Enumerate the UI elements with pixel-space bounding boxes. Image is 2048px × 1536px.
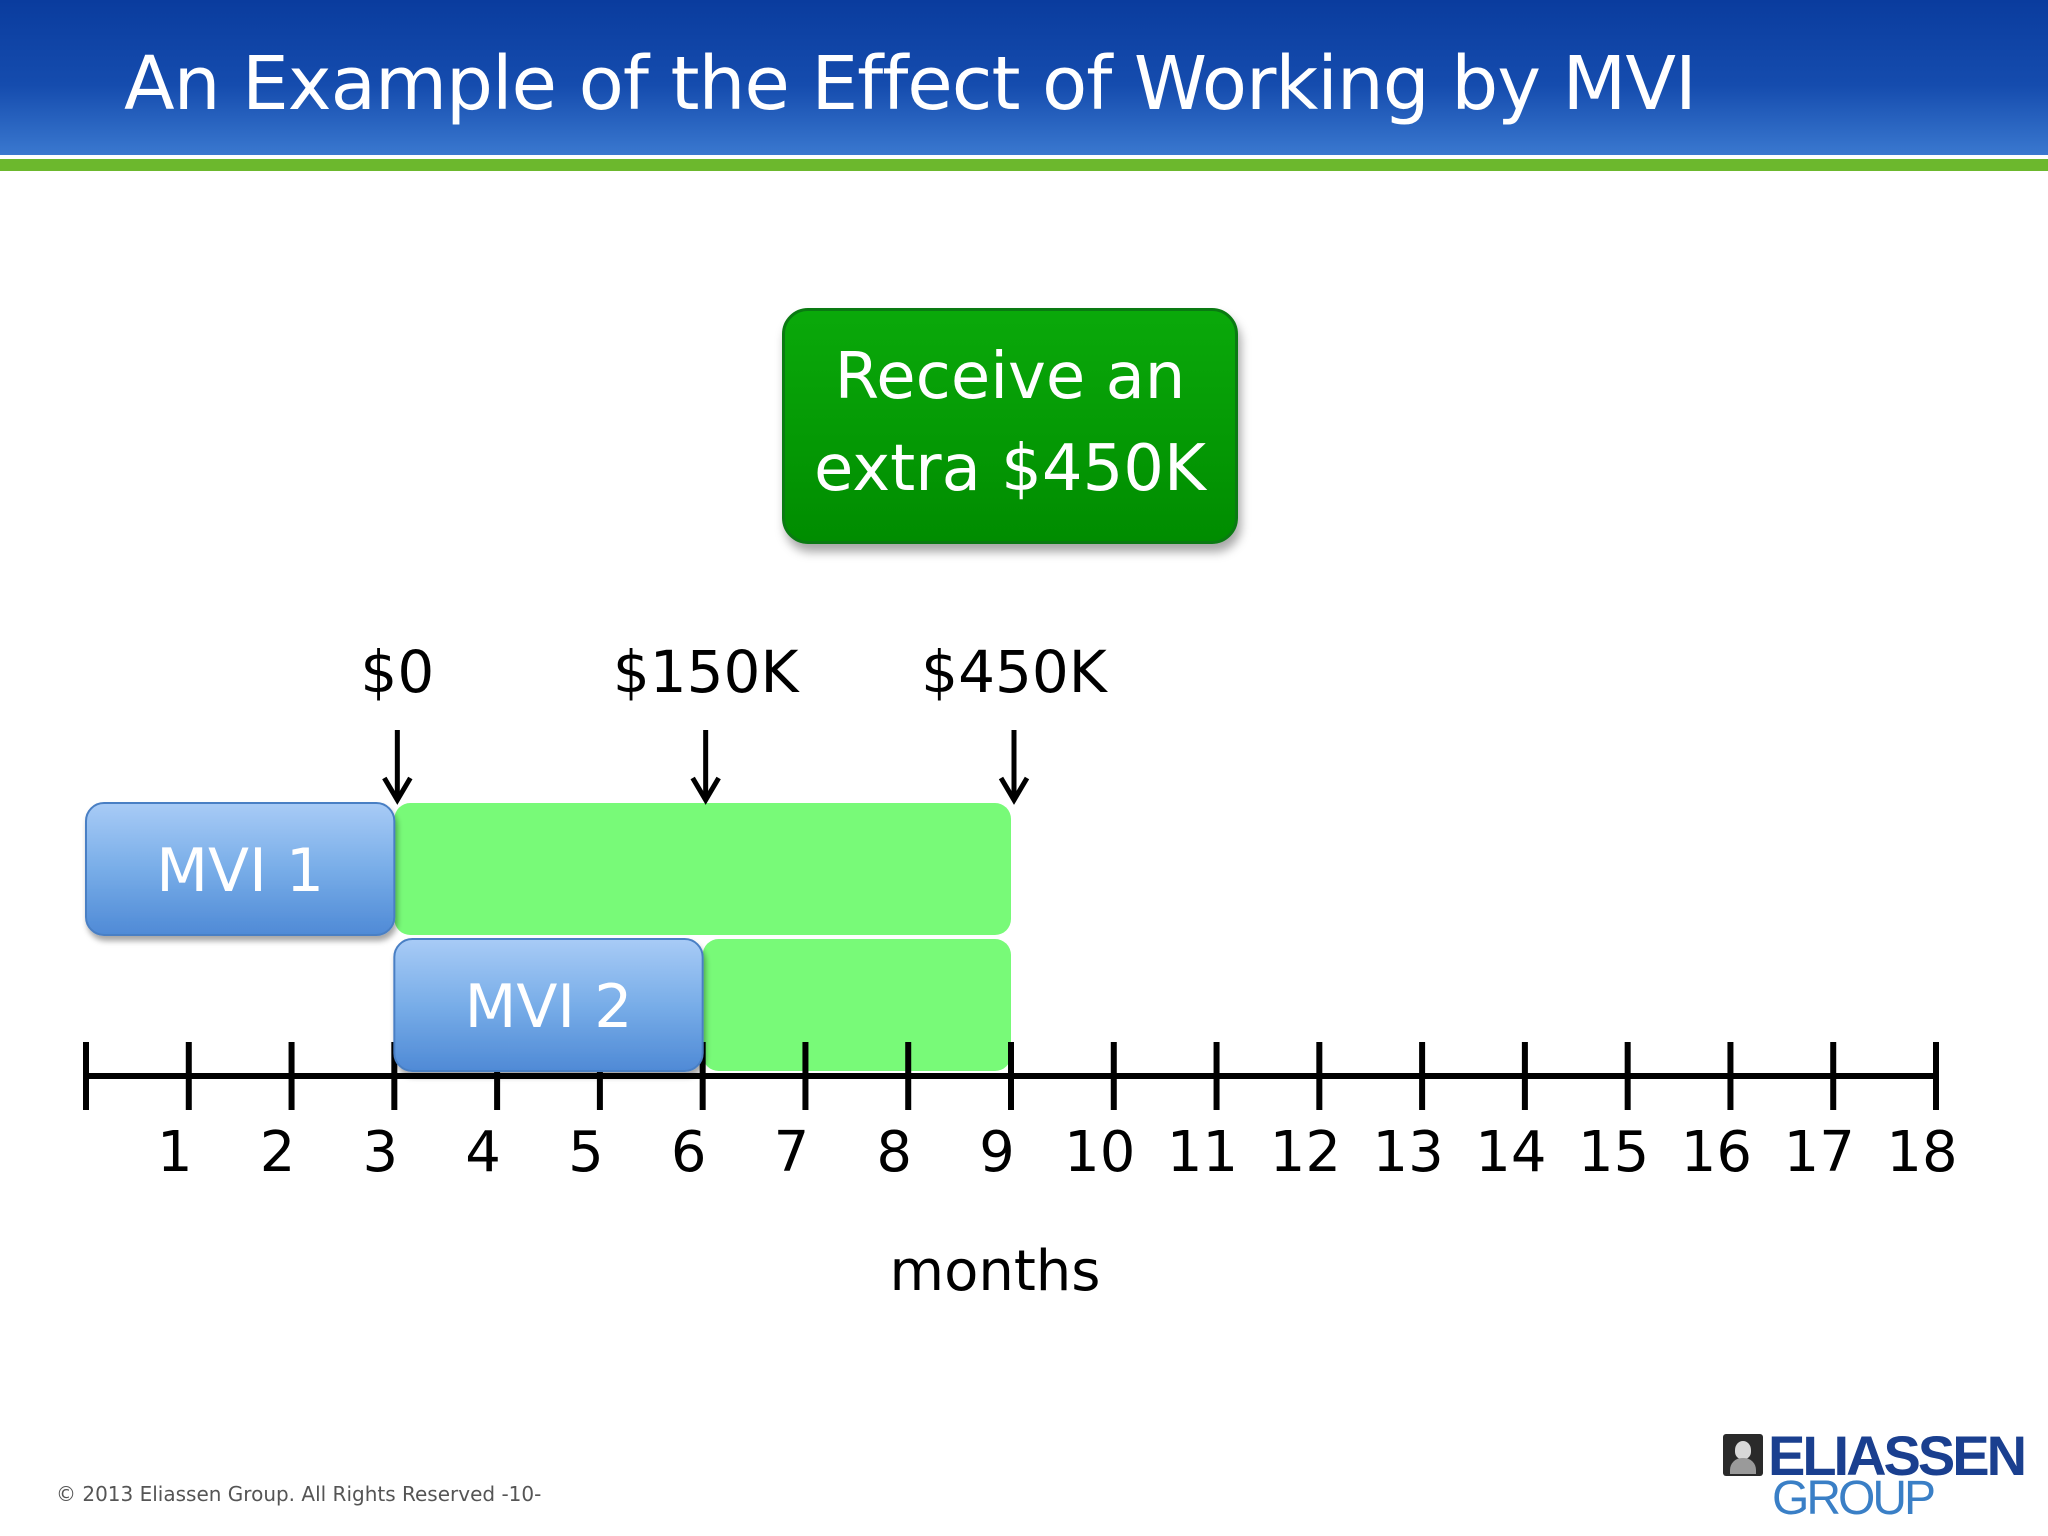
down-arrow-icon	[382, 776, 413, 805]
footer-copyright: © 2013 Eliassen Group. All Rights Reserv…	[56, 1482, 542, 1506]
value-bar-2	[394, 803, 1011, 935]
callout-line-2: extra $450K	[814, 432, 1206, 506]
tick-label-11: 11	[1167, 1120, 1238, 1185]
marker-label: $150K	[613, 638, 801, 706]
value-bar-4	[702, 939, 1011, 1071]
callout-line-1: Receive an	[834, 340, 1186, 414]
header-divider-white	[0, 155, 2048, 159]
tick-label-8: 8	[876, 1120, 912, 1185]
tick-label-7: 7	[774, 1120, 810, 1185]
tick-label-2: 2	[260, 1120, 296, 1185]
timeline-axis: 1 2 3 4 5 6 7 8 9 10 11 12 13 14 15 16 17 18	[83, 1042, 1958, 1185]
tick-label-4: 4	[465, 1120, 501, 1185]
mvi-bar-label: MVI 2	[465, 972, 633, 1042]
tick-label-16: 16	[1681, 1120, 1752, 1185]
value-bars	[394, 803, 1011, 1071]
marker-label: $0	[360, 638, 434, 706]
tick-label-6: 6	[671, 1120, 707, 1185]
extra-revenue-callout: Receive an extra $450K	[782, 308, 1238, 544]
logo-wordmark-top: ELIASSEN	[1768, 1424, 2027, 1487]
tick-label-5: 5	[568, 1120, 604, 1185]
tick-label-17: 17	[1784, 1120, 1855, 1185]
eliassen-group-logo: ELIASSEN GROUP	[1720, 1426, 2027, 1524]
slide-header: An Example of the Effect of Working by M…	[0, 0, 2048, 155]
tick-label-1: 1	[157, 1120, 193, 1185]
mvi-bar-1	[85, 802, 396, 936]
tick-label-10: 10	[1064, 1120, 1135, 1185]
tick-label-9: 9	[979, 1120, 1015, 1185]
tick-label-12: 12	[1270, 1120, 1341, 1185]
tick-label-13: 13	[1372, 1120, 1443, 1185]
header-divider-green	[0, 159, 2048, 171]
tick-label-3: 3	[363, 1120, 399, 1185]
slide-title: An Example of the Effect of Working by M…	[124, 41, 1697, 127]
tick-label-18: 18	[1886, 1120, 1957, 1185]
mvi-bar-label: MVI 1	[156, 836, 324, 906]
axis-label-months: months	[890, 1239, 1101, 1304]
tick-label-14: 14	[1475, 1120, 1546, 1185]
down-arrow-icon	[690, 776, 721, 805]
marker-label: $450K	[921, 638, 1109, 706]
revenue-markers: $0 $150K $450K	[360, 638, 1109, 805]
mvi-bars: MVI 1 MVI 2	[85, 802, 704, 1072]
logo-wordmark-bottom: GROUP	[1772, 1472, 1936, 1525]
tick-label-15: 15	[1578, 1120, 1649, 1185]
logo-portrait-icon	[1723, 1434, 1763, 1476]
mvi-bar-3	[393, 938, 704, 1072]
down-arrow-icon	[998, 776, 1030, 805]
